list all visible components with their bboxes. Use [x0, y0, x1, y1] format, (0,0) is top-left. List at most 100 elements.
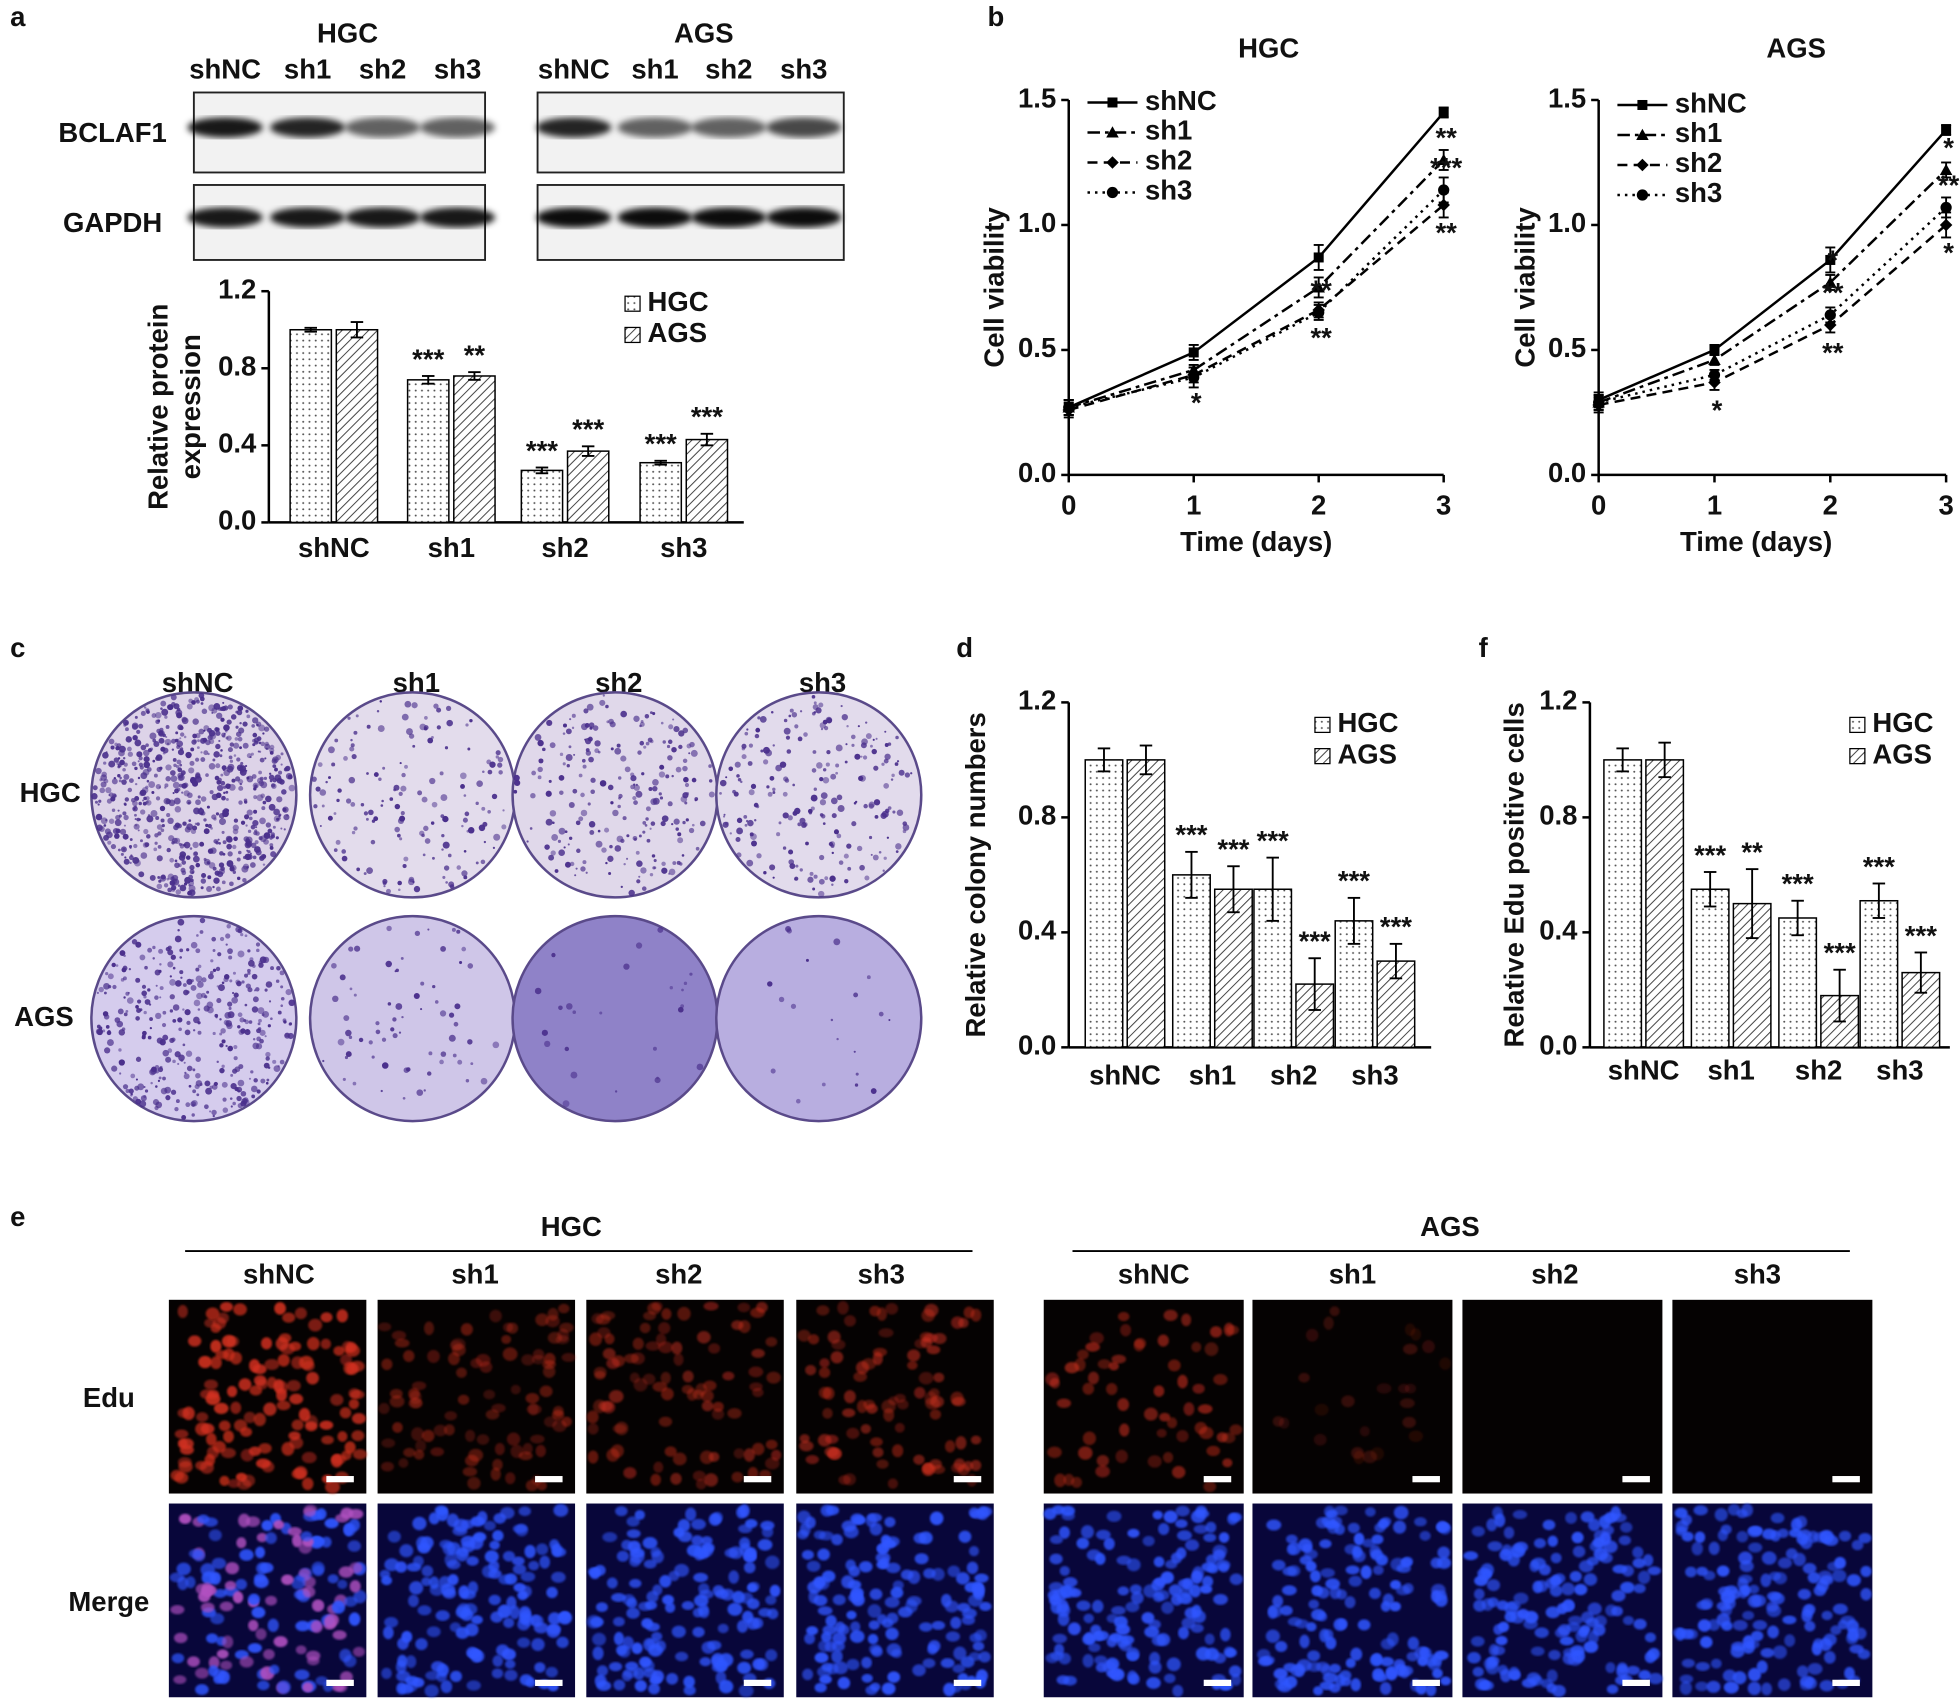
colony	[891, 774, 894, 777]
colony	[422, 797, 428, 803]
nucleus	[866, 1404, 878, 1414]
colony	[179, 737, 181, 739]
colony	[325, 781, 327, 783]
colony	[897, 760, 899, 762]
nucleus	[760, 1521, 774, 1530]
colony	[266, 1079, 269, 1082]
colony	[338, 1039, 345, 1046]
legend-label: sh2	[1145, 145, 1192, 176]
colony	[211, 712, 213, 714]
colony	[821, 814, 825, 818]
colony	[235, 737, 239, 741]
colony	[236, 1096, 241, 1101]
nucleus	[388, 1531, 401, 1543]
colony	[157, 1037, 163, 1043]
nucleus	[174, 1472, 188, 1484]
colony	[150, 1082, 152, 1084]
colony	[833, 938, 840, 945]
colony	[779, 821, 782, 824]
colony	[196, 1093, 199, 1096]
colony	[118, 750, 125, 757]
nucleus	[1834, 1557, 1846, 1569]
colony	[187, 1066, 193, 1072]
nucleus	[206, 1633, 218, 1643]
colony	[265, 989, 268, 992]
colony	[225, 1020, 232, 1027]
nucleus	[1383, 1593, 1394, 1606]
colony	[244, 974, 248, 978]
nucleus	[1062, 1586, 1076, 1598]
colony	[549, 780, 552, 783]
colony	[218, 740, 220, 742]
colony	[258, 725, 265, 732]
nucleus	[1154, 1385, 1165, 1397]
colony	[788, 859, 794, 865]
nucleus	[1118, 1586, 1129, 1595]
colony	[176, 889, 181, 894]
marker	[1188, 372, 1199, 383]
colony	[157, 876, 160, 879]
significance-label: ***	[1299, 926, 1331, 957]
colony	[132, 735, 137, 740]
scale-bar	[954, 1476, 981, 1482]
nucleus	[842, 1408, 855, 1417]
nucleus	[923, 1658, 936, 1668]
nucleus	[707, 1641, 721, 1651]
colony	[229, 881, 234, 886]
colony	[156, 985, 158, 987]
significance-label: *	[1943, 132, 1954, 163]
nucleus	[248, 1643, 262, 1653]
nucleus	[652, 1584, 662, 1595]
y-tick-label: 0.0	[1018, 457, 1056, 488]
blot-band	[345, 117, 420, 137]
colony	[134, 796, 139, 801]
nucleus	[1700, 1636, 1713, 1648]
colony	[181, 792, 183, 794]
colony	[141, 990, 147, 996]
colony	[594, 740, 600, 746]
nucleus	[752, 1658, 765, 1670]
colony	[206, 991, 209, 994]
colony	[700, 821, 706, 827]
colony	[492, 794, 497, 799]
colony	[797, 822, 801, 826]
nucleus	[594, 1371, 605, 1380]
colony	[749, 789, 755, 795]
nucleus	[1488, 1541, 1503, 1551]
legend-label: HGC	[1337, 707, 1398, 738]
colony	[404, 1067, 410, 1073]
nucleus	[1168, 1360, 1181, 1372]
nucleus	[1330, 1306, 1340, 1316]
nucleus	[1800, 1676, 1815, 1687]
significance-label: ***	[526, 435, 558, 466]
colony	[215, 841, 218, 844]
colony	[242, 878, 246, 882]
colony	[147, 988, 150, 991]
significance-label: ***	[1694, 839, 1726, 870]
colony	[243, 856, 246, 859]
colony	[807, 877, 813, 883]
colony	[460, 772, 467, 779]
colony	[183, 983, 187, 987]
colony	[225, 791, 228, 794]
colony	[198, 1031, 202, 1035]
nucleus	[1820, 1575, 1834, 1585]
colony	[219, 754, 222, 757]
colony	[415, 931, 420, 936]
nucleus	[1762, 1529, 1776, 1540]
colony	[538, 758, 543, 763]
colony	[162, 1023, 166, 1027]
nucleus	[1341, 1395, 1354, 1407]
colony	[213, 1032, 216, 1035]
colony	[177, 1063, 179, 1065]
colony	[195, 948, 200, 953]
edu-column-label: sh1	[451, 1258, 498, 1289]
colony	[234, 1056, 238, 1060]
colony	[239, 722, 241, 724]
colony	[343, 1015, 349, 1021]
colony	[836, 745, 843, 752]
nucleus	[480, 1361, 493, 1373]
colony	[147, 948, 152, 953]
significance-label: *	[1712, 395, 1723, 426]
nucleus	[1740, 1560, 1754, 1572]
